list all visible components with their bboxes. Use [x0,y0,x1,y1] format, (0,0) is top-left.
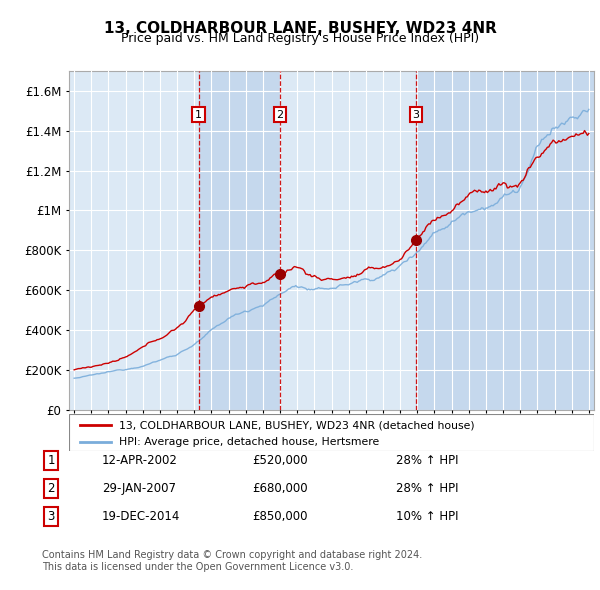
Text: 28% ↑ HPI: 28% ↑ HPI [396,454,458,467]
Bar [280,71,416,410]
Text: 10% ↑ HPI: 10% ↑ HPI [396,510,458,523]
Text: 2: 2 [277,110,284,120]
Text: Contains HM Land Registry data © Crown copyright and database right 2024.: Contains HM Land Registry data © Crown c… [42,550,422,560]
Text: £680,000: £680,000 [252,482,308,495]
Text: 13, COLDHARBOUR LANE, BUSHEY, WD23 4NR: 13, COLDHARBOUR LANE, BUSHEY, WD23 4NR [104,21,496,35]
Text: 13, COLDHARBOUR LANE, BUSHEY, WD23 4NR (detached house): 13, COLDHARBOUR LANE, BUSHEY, WD23 4NR (… [119,420,475,430]
Text: 1: 1 [195,110,202,120]
Bar [416,71,594,410]
Text: 1: 1 [47,454,55,467]
Text: £520,000: £520,000 [252,454,308,467]
Text: This data is licensed under the Open Government Licence v3.0.: This data is licensed under the Open Gov… [42,562,353,572]
Text: 29-JAN-2007: 29-JAN-2007 [102,482,176,495]
FancyBboxPatch shape [69,414,594,451]
Bar [199,71,280,410]
Text: 12-APR-2002: 12-APR-2002 [102,454,178,467]
Text: 3: 3 [412,110,419,120]
Text: 2: 2 [47,482,55,495]
Text: £850,000: £850,000 [252,510,308,523]
Text: 3: 3 [47,510,55,523]
Text: 19-DEC-2014: 19-DEC-2014 [102,510,181,523]
Text: 28% ↑ HPI: 28% ↑ HPI [396,482,458,495]
Text: HPI: Average price, detached house, Hertsmere: HPI: Average price, detached house, Hert… [119,437,379,447]
Text: Price paid vs. HM Land Registry's House Price Index (HPI): Price paid vs. HM Land Registry's House … [121,32,479,45]
